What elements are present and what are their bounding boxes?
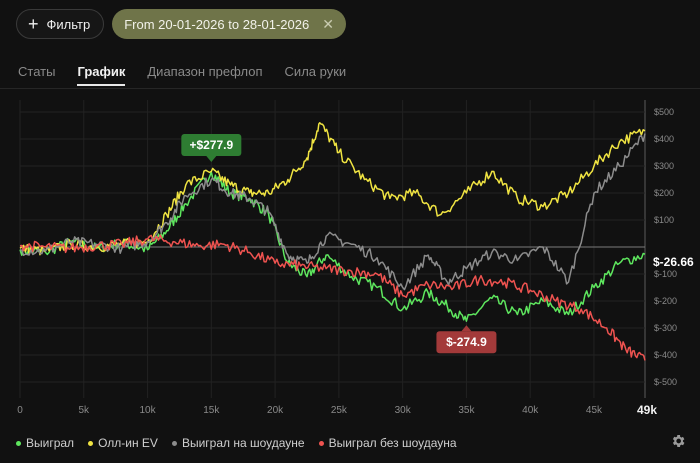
y-tick-label: $500 <box>654 107 674 117</box>
min-annotation-pointer <box>461 325 472 332</box>
legend-label-showdown: Выиграл на шоудауне <box>181 436 305 450</box>
tab-hand-strength[interactable]: Сила руки <box>284 64 347 79</box>
y-tick-label: $-400 <box>654 350 677 360</box>
y-tick-label: $-100 <box>654 269 677 279</box>
series-line-2[interactable] <box>19 133 646 291</box>
divider <box>0 88 700 89</box>
y-tick-label: $100 <box>654 215 674 225</box>
x-tick-label: 20k <box>267 405 284 416</box>
toolbar: + Фильтр From 20-01-2026 to 28-01-2026 ✕ <box>16 9 346 39</box>
max-annotation-label: +$277.9 <box>189 138 233 152</box>
x-tick-label-max: 49k <box>637 403 657 417</box>
legend-label-allin-ev: Олл-ин EV <box>98 436 158 450</box>
legend-dot-no-showdown <box>318 440 324 446</box>
y-tick-label: $-300 <box>654 323 677 333</box>
date-range-label: From 20-01-2026 to 28-01-2026 <box>124 16 310 32</box>
x-tick-label: 25k <box>331 405 348 416</box>
min-annotation-badge <box>436 331 497 354</box>
legend-dot-won <box>16 440 21 446</box>
legend-dot-showdown <box>171 440 177 446</box>
tab-bar: Статы График Диапазон префлоп Сила руки <box>18 64 346 86</box>
legend-dot-allin-ev <box>88 440 94 446</box>
y-tick-label: $-500 <box>654 377 677 387</box>
legend: Выиграл Олл-ин EV Выиграл на шоудауне Вы… <box>16 436 457 450</box>
legend-item-won[interactable]: Выиграл <box>16 436 74 450</box>
x-tick-label: 0 <box>17 405 23 416</box>
y-tick-label: $200 <box>654 188 674 198</box>
legend-item-no-showdown[interactable]: Выиграл без шоудауна <box>318 436 457 450</box>
current-value-label: $-26.66 <box>653 255 694 269</box>
x-tick-label: 45k <box>586 405 603 416</box>
date-range-chip[interactable]: From 20-01-2026 to 28-01-2026 ✕ <box>112 9 346 39</box>
y-tick-label: $-200 <box>654 296 677 306</box>
min-annotation-label: $-274.9 <box>446 335 487 349</box>
legend-label-won: Выиграл <box>26 436 75 450</box>
filter-label: Фильтр <box>46 16 91 32</box>
gear-icon[interactable] <box>670 433 686 449</box>
legend-label-no-showdown: Выиграл без шоудауна <box>328 436 457 450</box>
tab-graph[interactable]: График <box>77 64 126 86</box>
x-tick-label: 35k <box>458 405 475 416</box>
plus-icon: + <box>28 14 39 34</box>
legend-item-allin-ev[interactable]: Олл-ин EV <box>88 436 158 450</box>
filter-button[interactable]: + Фильтр <box>16 9 105 39</box>
max-annotation-badge <box>181 133 242 156</box>
x-tick-label: 5k <box>78 405 90 416</box>
close-icon[interactable]: ✕ <box>322 15 334 32</box>
max-annotation-pointer <box>206 155 217 162</box>
x-tick-label: 10k <box>139 405 156 416</box>
x-tick-label: 40k <box>522 405 539 416</box>
legend-item-showdown[interactable]: Выиграл на шоудауне <box>171 436 305 450</box>
y-tick-label: $400 <box>654 134 674 144</box>
tab-stats[interactable]: Статы <box>18 64 56 79</box>
x-tick-label: 15k <box>203 405 220 416</box>
y-tick-label: $300 <box>654 161 674 171</box>
tab-preflop-range[interactable]: Диапазон префлоп <box>147 64 263 79</box>
series-line-3[interactable] <box>19 234 646 361</box>
x-tick-label: 30k <box>395 405 412 416</box>
